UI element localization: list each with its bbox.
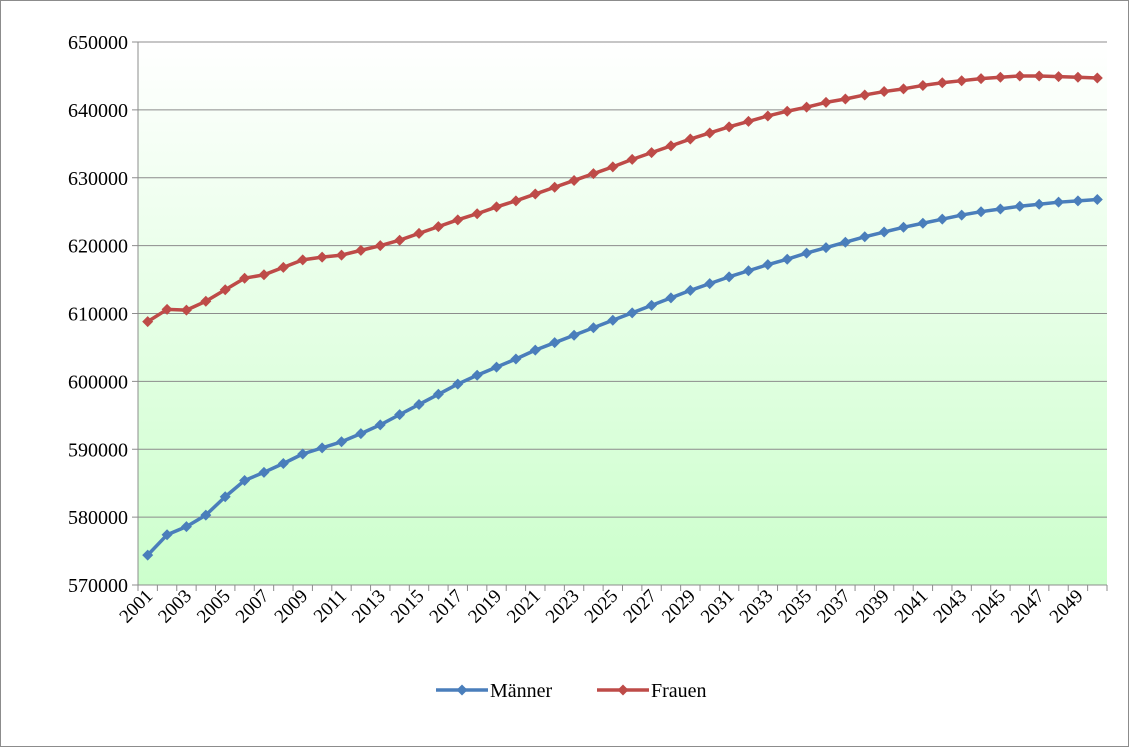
x-tick-label: 2007 xyxy=(232,586,274,628)
x-tick-label: 2031 xyxy=(697,586,739,628)
y-tick-label: 620000 xyxy=(68,236,128,258)
x-tick-label: 2027 xyxy=(619,586,661,628)
x-tick-label: 2033 xyxy=(736,586,778,628)
x-tick-label: 2023 xyxy=(542,586,584,628)
x-tick-label: 2015 xyxy=(387,586,429,628)
y-axis-ticks: 570000 580000 590000 600000 610000 620000 6300… xyxy=(68,32,128,597)
x-tick-label: 2021 xyxy=(503,586,545,628)
y-tick-label: 640000 xyxy=(68,100,128,122)
legend-marker-0 xyxy=(457,685,468,696)
legend-marker-1 xyxy=(618,685,629,696)
x-tick-label: 2037 xyxy=(813,586,855,628)
x-tick-label: 2035 xyxy=(774,586,816,628)
x-tick-label: 2003 xyxy=(154,586,196,628)
legend-label-0: Männer xyxy=(490,680,553,702)
legend: Männer Frauen xyxy=(436,680,707,702)
x-tick-label: 2045 xyxy=(968,586,1010,628)
legend-label-1: Frauen xyxy=(651,680,707,702)
x-tick-label: 2029 xyxy=(658,586,700,628)
y-tick-label: 650000 xyxy=(68,32,128,54)
x-axis-ticks: 2001200320052007200920112013201520172019… xyxy=(116,586,1088,628)
y-tick-label: 610000 xyxy=(68,304,128,326)
y-tick-label: 570000 xyxy=(68,575,128,597)
x-tick-label: 2019 xyxy=(464,586,506,628)
x-tick-label: 2047 xyxy=(1007,586,1049,628)
x-tick-label: 2049 xyxy=(1046,586,1088,628)
x-tick-label: 2011 xyxy=(310,586,351,627)
y-tick-label: 580000 xyxy=(68,507,128,529)
y-tick-label: 590000 xyxy=(68,439,128,461)
y-tick-label: 600000 xyxy=(68,371,128,393)
x-tick-label: 2005 xyxy=(193,586,235,628)
x-tick-label: 2009 xyxy=(271,586,313,628)
x-tick-label: 2043 xyxy=(929,586,971,628)
x-tick-label: 2017 xyxy=(426,586,468,628)
x-tick-label: 2041 xyxy=(891,586,933,628)
x-tick-label: 2039 xyxy=(852,586,894,628)
x-tick-label: 2013 xyxy=(348,586,390,628)
x-tick-label: 2025 xyxy=(581,586,623,628)
y-tick-label: 630000 xyxy=(68,168,128,190)
